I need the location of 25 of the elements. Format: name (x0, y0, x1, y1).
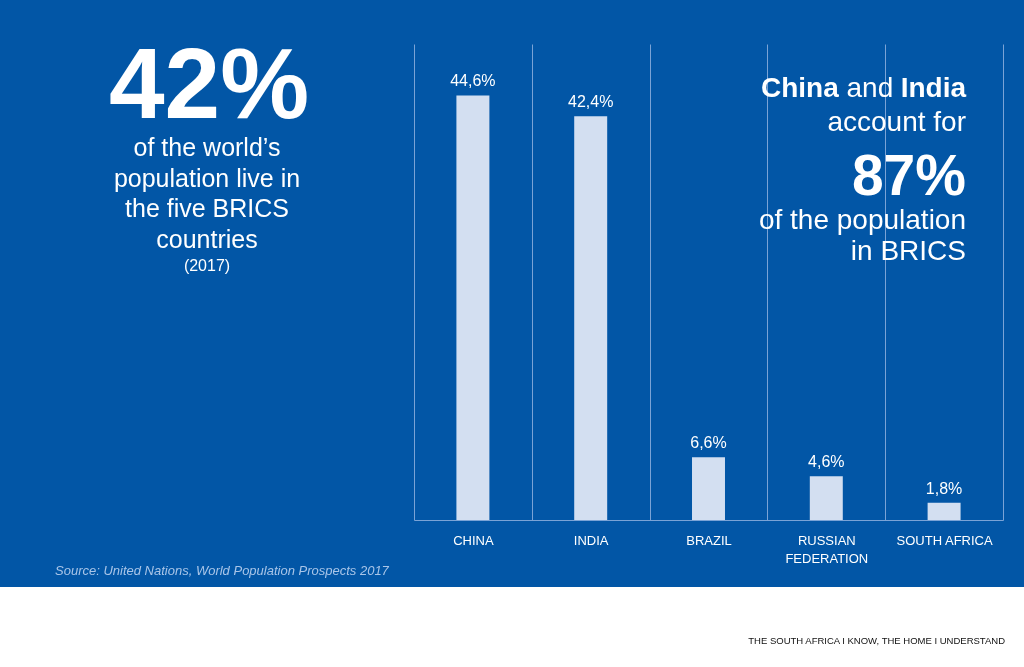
bar (456, 95, 490, 520)
x-tick-label: BRAZIL (686, 532, 732, 548)
data-label: 44,6% (450, 72, 496, 90)
annotation: India (900, 72, 967, 103)
data-label: 4,6% (808, 453, 845, 471)
text: THE SOUTH AFRICA I KNOW, THE HOME I UNDERSTAND (748, 635, 1006, 646)
bar (574, 116, 608, 520)
bar (692, 457, 725, 520)
source-note: Source: United Nations, World Population Prospects 2017 (55, 563, 390, 578)
x-tick-label: SOUTH AFRICA (896, 532, 993, 548)
data-label: 6,6% (690, 434, 727, 452)
data-label: 1,8% (925, 479, 963, 497)
annotation: 87% (851, 143, 966, 207)
x-tick-label: RUSSIAN FEDERATION (785, 532, 869, 566)
bar (809, 476, 843, 520)
annotation: of the population in BRICS (758, 204, 966, 266)
text: of the world’s population live in the five BRICS countries (113, 133, 301, 253)
bar (927, 502, 961, 520)
annotation: account for (827, 106, 966, 137)
x-tick-label: INDIA (573, 532, 609, 548)
text: (2017) (183, 257, 231, 274)
annotation: China (760, 72, 840, 103)
data-label: 42,4% (568, 93, 614, 111)
annotation: and (846, 72, 894, 103)
x-tick-label: CHINA (453, 532, 494, 548)
